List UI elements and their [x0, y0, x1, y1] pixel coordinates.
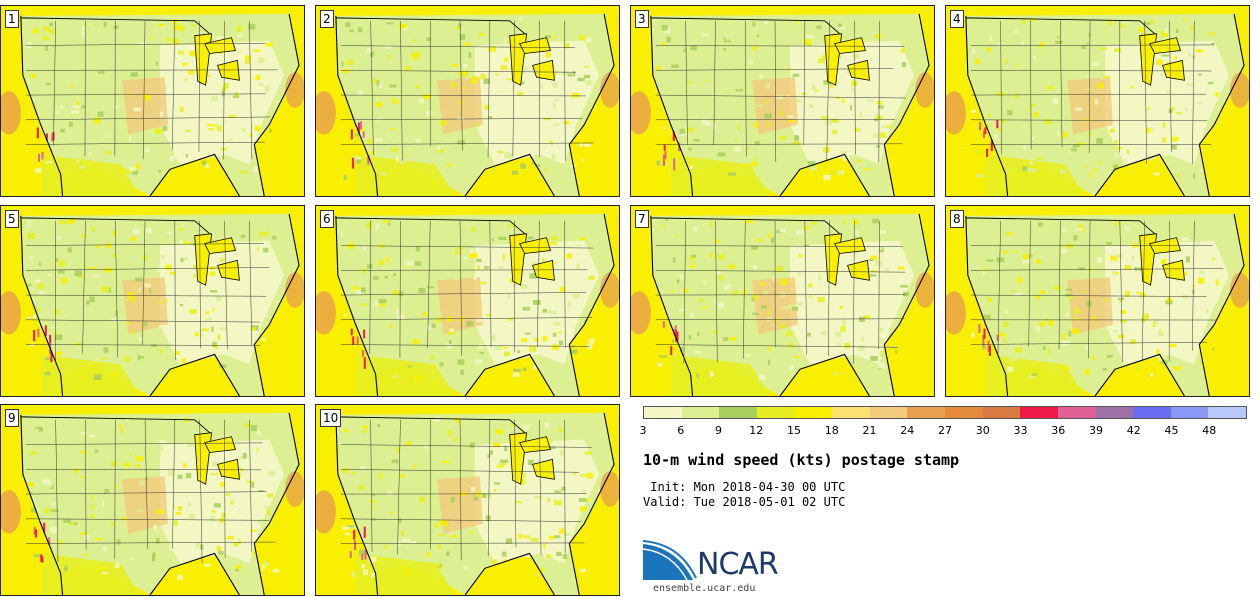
colorbar-tick-label: 18: [824, 424, 839, 437]
colorbar-swatch: [794, 407, 833, 418]
site-url: ensemble.ucar.edu: [653, 583, 756, 594]
chart-title: 10-m wind speed (kts) postage stamp: [643, 451, 960, 469]
member-panel-4[interactable]: 4: [945, 5, 1250, 197]
colorbar-tick-label: 27: [938, 424, 952, 437]
ncar-swoosh-icon: [643, 540, 697, 581]
colorbar-swatch: [719, 407, 757, 418]
colorbar-swatch: [982, 407, 1021, 418]
member-number: 10: [320, 409, 342, 427]
colorbar-swatch: [681, 407, 720, 418]
colorbar-swatch: [1208, 407, 1246, 418]
wind-speed-map: [1, 405, 304, 595]
colorbar-tick-label: 36: [1051, 424, 1066, 437]
wind-speed-map: [316, 405, 619, 595]
member-number: 5: [5, 210, 19, 228]
member-number: 7: [635, 210, 649, 228]
colorbar: [643, 406, 1247, 419]
colorbar-swatch: [1020, 407, 1058, 418]
ncar-logo-text: NCAR: [697, 547, 779, 582]
member-panel-2[interactable]: 2: [315, 5, 620, 197]
colorbar-swatch: [869, 407, 908, 418]
colorbar-tick-label: 33: [1013, 424, 1028, 437]
colorbar-swatch: [1057, 407, 1096, 418]
member-panel-6[interactable]: 6: [315, 205, 620, 397]
member-panel-3[interactable]: 3: [630, 5, 935, 197]
member-panel-7[interactable]: 7: [630, 205, 935, 397]
member-number: 2: [320, 10, 334, 28]
member-number: 4: [950, 10, 964, 28]
colorbar-swatch: [1095, 407, 1134, 418]
colorbar-tick-label: 9: [715, 424, 722, 437]
colorbar-tick-label: 12: [749, 424, 764, 437]
member-number: 1: [5, 10, 19, 28]
wind-speed-map: [946, 206, 1249, 396]
colorbar-tick-label: 48: [1202, 424, 1217, 437]
colorbar-swatch: [1133, 407, 1171, 418]
wind-speed-map: [1, 6, 304, 196]
colorbar-swatch: [832, 407, 870, 418]
colorbar-swatch: [907, 407, 945, 418]
colorbar-tick-label: 42: [1126, 424, 1141, 437]
member-panel-1[interactable]: 1: [0, 5, 305, 197]
member-panel-5[interactable]: 5: [0, 205, 305, 397]
init-time: Init: Mon 2018-04-30 00 UTC: [643, 480, 846, 494]
colorbar-tick-label: 39: [1089, 424, 1103, 437]
member-panel-9[interactable]: 9: [0, 404, 305, 596]
member-panel-8[interactable]: 8: [945, 205, 1250, 397]
member-panel-10[interactable]: 10: [315, 404, 620, 596]
colorbar-tick-label: 21: [862, 424, 877, 437]
member-number: 8: [950, 210, 964, 228]
wind-speed-map: [316, 6, 619, 196]
wind-speed-map: [631, 6, 934, 196]
member-number: 9: [5, 409, 19, 427]
wind-speed-map: [1, 206, 304, 396]
colorbar-tick-label: 45: [1164, 424, 1179, 437]
colorbar-swatch: [644, 407, 682, 418]
colorbar-swatch: [945, 407, 983, 418]
colorbar-tick-label: 3: [639, 424, 647, 437]
member-number: 3: [635, 10, 649, 28]
member-number: 6: [320, 210, 334, 228]
wind-speed-map: [316, 206, 619, 396]
wind-speed-map: [631, 206, 934, 396]
colorbar-swatch: [756, 407, 795, 418]
wind-speed-map: [946, 6, 1249, 196]
colorbar-ticks: 3 6 9 12 15 18 21 24 27 30 33 36 39 42 45 48: [639, 424, 1247, 438]
colorbar-tick-label: 15: [787, 424, 801, 437]
colorbar-tick-label: 30: [975, 424, 990, 437]
colorbar-tick-label: 6: [677, 424, 685, 437]
colorbar-swatch: [1170, 407, 1209, 418]
colorbar-tick-label: 24: [900, 424, 915, 437]
valid-time: Valid: Tue 2018-05-01 02 UTC: [643, 495, 846, 509]
